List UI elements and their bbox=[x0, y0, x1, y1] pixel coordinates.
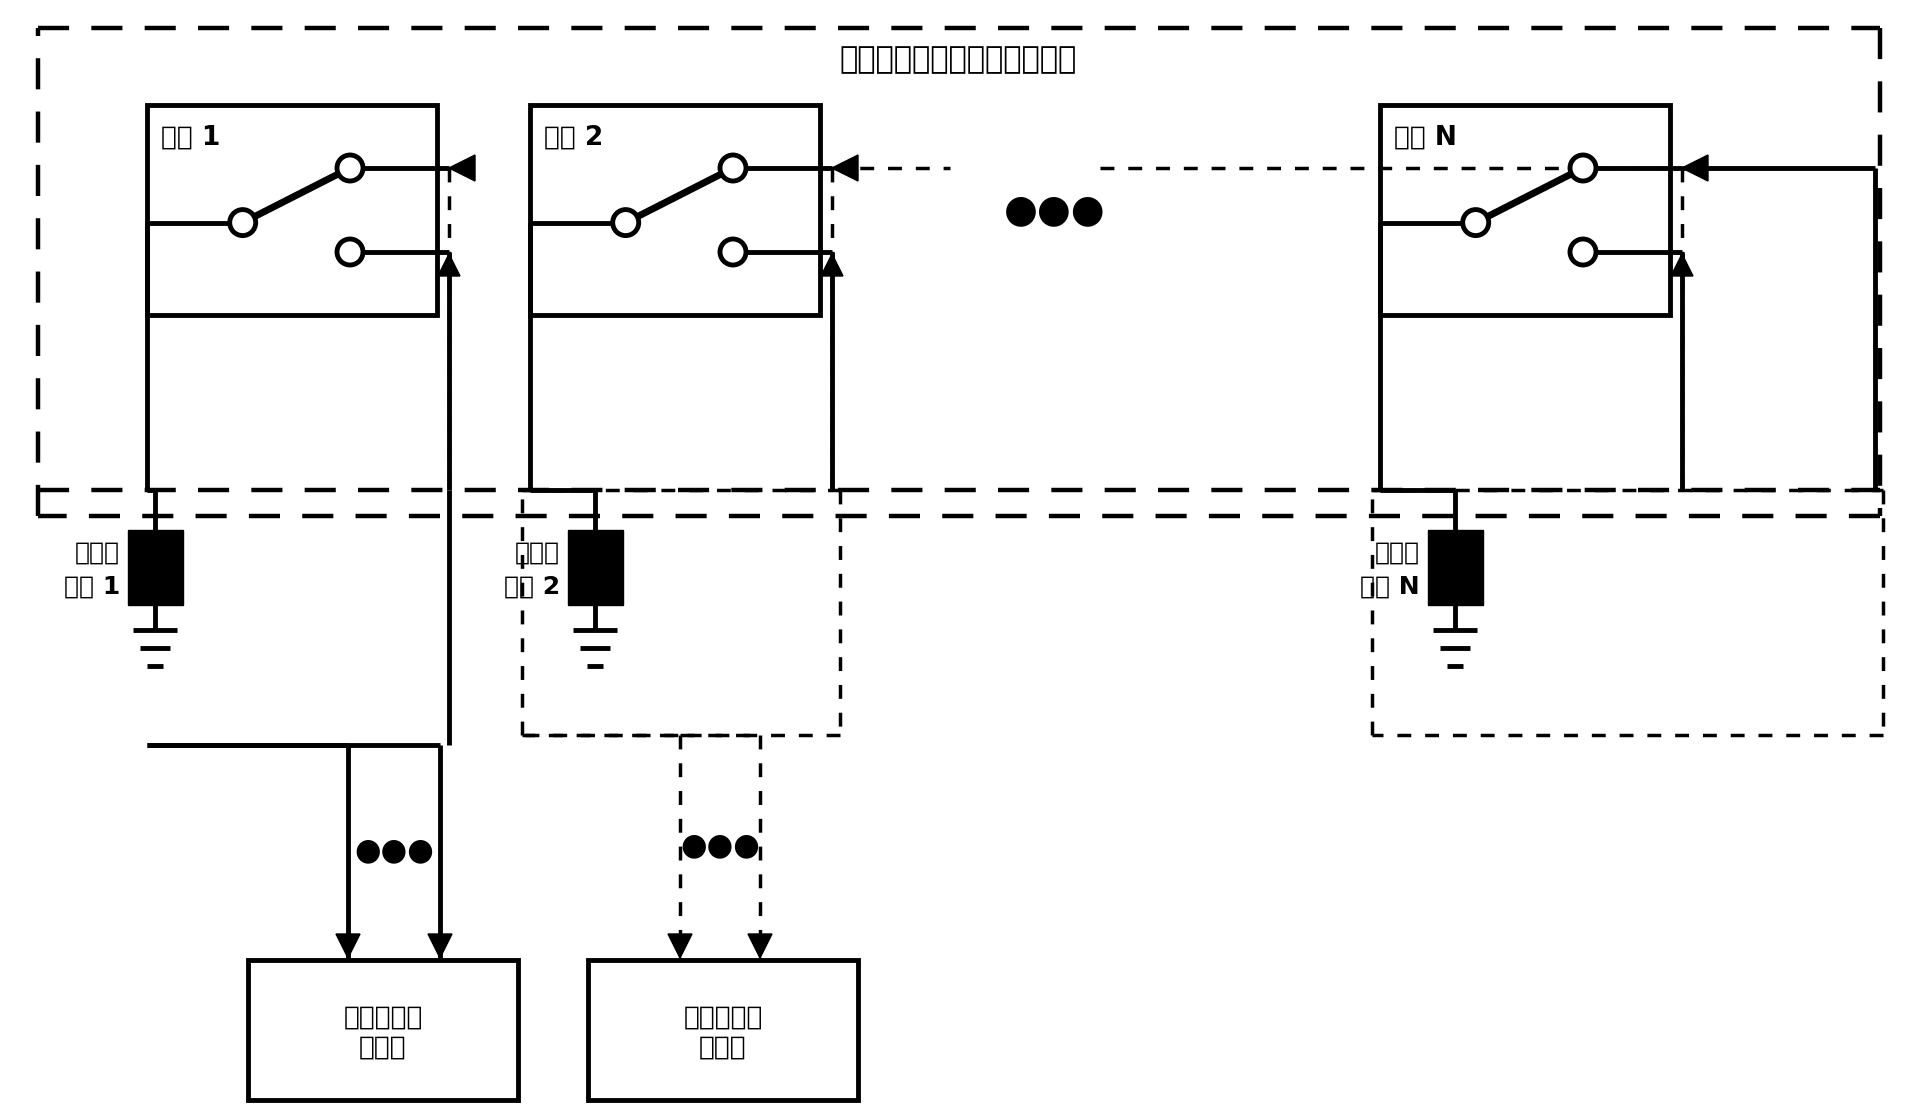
Text: 开关 1: 开关 1 bbox=[161, 125, 220, 151]
Polygon shape bbox=[1681, 155, 1708, 181]
Circle shape bbox=[1463, 209, 1490, 236]
Text: 被动切换开: 被动切换开 bbox=[343, 1005, 422, 1031]
Polygon shape bbox=[1672, 254, 1693, 276]
Bar bbox=[247, 960, 518, 1100]
Bar bbox=[148, 105, 437, 315]
Text: 开关 2: 开关 2 bbox=[544, 125, 604, 151]
Text: 感器 1: 感器 1 bbox=[63, 575, 121, 598]
Circle shape bbox=[337, 239, 362, 265]
Text: 关阵列: 关阵列 bbox=[700, 1035, 748, 1061]
Circle shape bbox=[721, 155, 746, 181]
Polygon shape bbox=[335, 934, 360, 958]
Text: 感器 N: 感器 N bbox=[1361, 575, 1420, 598]
Circle shape bbox=[230, 209, 255, 236]
Polygon shape bbox=[449, 155, 475, 181]
Circle shape bbox=[1570, 239, 1597, 265]
Text: 主动切换开: 主动切换开 bbox=[682, 1005, 763, 1031]
Text: ●●●: ●●● bbox=[681, 832, 759, 861]
Circle shape bbox=[337, 155, 362, 181]
Polygon shape bbox=[748, 934, 773, 958]
Polygon shape bbox=[667, 934, 692, 958]
Polygon shape bbox=[437, 254, 460, 276]
Text: ●●●: ●●● bbox=[355, 836, 433, 865]
Text: 压电传: 压电传 bbox=[75, 540, 121, 565]
Text: 主被动工作方式切换开关阵列: 主被动工作方式切换开关阵列 bbox=[840, 46, 1077, 75]
Polygon shape bbox=[427, 934, 452, 958]
Bar bbox=[128, 530, 182, 605]
Text: 关阵列: 关阵列 bbox=[358, 1035, 406, 1061]
Bar bbox=[589, 960, 859, 1100]
Polygon shape bbox=[820, 254, 843, 276]
Text: 开关 N: 开关 N bbox=[1394, 125, 1457, 151]
Circle shape bbox=[613, 209, 638, 236]
Bar bbox=[567, 530, 623, 605]
Bar bbox=[529, 105, 820, 315]
Circle shape bbox=[1570, 155, 1597, 181]
Polygon shape bbox=[832, 155, 859, 181]
Bar bbox=[1428, 530, 1484, 605]
Text: 压电传: 压电传 bbox=[1374, 540, 1420, 565]
Text: ●●●: ●●● bbox=[1005, 191, 1106, 229]
Text: 压电传: 压电传 bbox=[516, 540, 560, 565]
Bar bbox=[1380, 105, 1670, 315]
Text: 感器 2: 感器 2 bbox=[504, 575, 560, 598]
Circle shape bbox=[721, 239, 746, 265]
